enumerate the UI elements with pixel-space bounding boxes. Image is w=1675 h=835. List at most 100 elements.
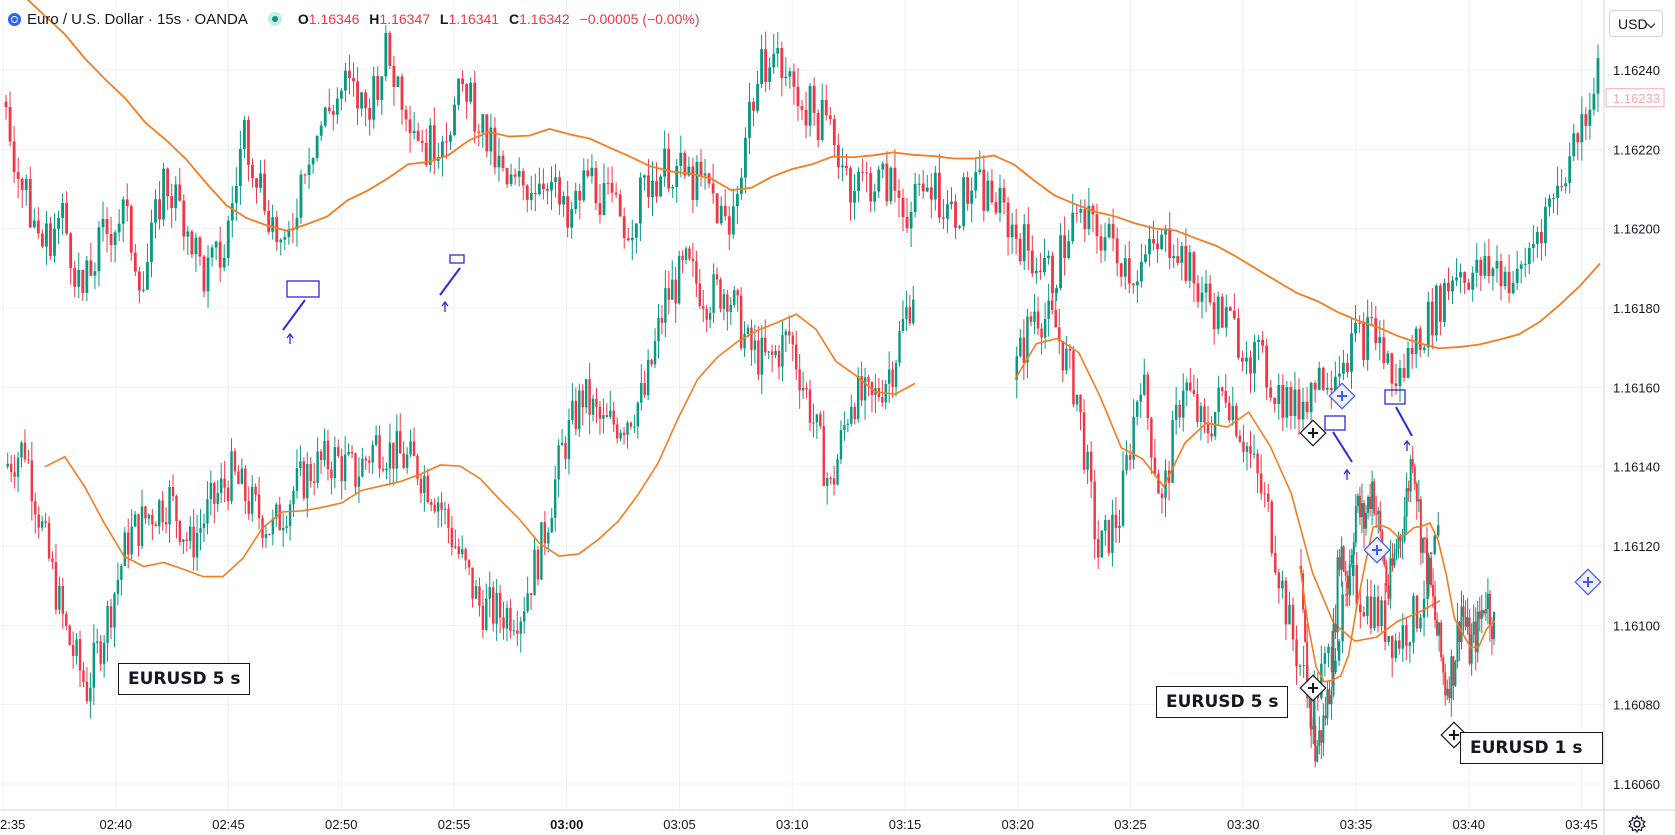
candle xyxy=(1366,578,1369,625)
candle-body xyxy=(37,514,40,528)
candle-body xyxy=(481,605,485,630)
candle xyxy=(497,137,501,182)
candle-body xyxy=(699,161,703,176)
candle xyxy=(1051,251,1054,299)
candle xyxy=(1325,372,1329,395)
candle-body xyxy=(1148,238,1151,255)
candle-body xyxy=(1321,367,1325,390)
candle xyxy=(1389,539,1392,609)
candle-body xyxy=(34,501,37,515)
candle xyxy=(703,158,707,190)
candle xyxy=(445,122,448,159)
candle xyxy=(164,507,168,534)
candle-body xyxy=(695,161,699,200)
candle xyxy=(1413,463,1416,491)
candle xyxy=(1036,296,1040,336)
candle xyxy=(651,161,654,217)
candle-body xyxy=(1383,600,1387,642)
candle-body xyxy=(1519,264,1523,269)
candle xyxy=(1523,247,1527,278)
candle-body xyxy=(1036,311,1040,329)
candle-body xyxy=(129,206,133,253)
candle-body xyxy=(1350,555,1353,564)
candle-body xyxy=(1249,357,1252,374)
candle xyxy=(843,411,846,441)
candle-body xyxy=(502,617,505,629)
candle-body xyxy=(863,377,867,401)
candle-body xyxy=(517,171,521,177)
candle-body xyxy=(1544,206,1547,244)
candle xyxy=(6,452,9,469)
candle xyxy=(1358,486,1361,526)
candle xyxy=(65,611,68,631)
candle xyxy=(1419,614,1422,633)
candle-body xyxy=(764,337,767,353)
candle-body xyxy=(1429,552,1433,554)
candle xyxy=(178,519,182,546)
candle-body xyxy=(712,274,715,313)
gear-icon[interactable] xyxy=(1628,815,1646,833)
candle xyxy=(1386,350,1390,366)
candle-body xyxy=(777,350,781,367)
candle-body xyxy=(1336,557,1339,633)
candle xyxy=(1527,242,1531,275)
candle xyxy=(602,398,605,434)
candle xyxy=(1261,331,1265,353)
candle xyxy=(40,515,44,532)
candle xyxy=(206,245,210,308)
candle-body xyxy=(1330,695,1333,705)
candle xyxy=(467,558,471,576)
candle xyxy=(1351,550,1355,596)
candle-body xyxy=(889,167,893,202)
candle xyxy=(1576,131,1580,161)
candle xyxy=(1212,292,1216,345)
candle xyxy=(1544,197,1547,257)
candle-body xyxy=(1447,282,1450,292)
candle xyxy=(1588,92,1592,140)
candle xyxy=(1548,194,1551,217)
candle xyxy=(34,492,37,534)
candle-body xyxy=(1189,382,1192,391)
candle-body xyxy=(1059,235,1063,289)
candle-body xyxy=(230,203,234,221)
candle xyxy=(727,206,731,251)
symbol-title[interactable]: Euro / U.S. Dollar · 15s · OANDA xyxy=(27,10,248,28)
candle xyxy=(800,99,804,121)
candle xyxy=(705,304,708,333)
candle-body xyxy=(1560,185,1564,187)
candle xyxy=(832,465,836,496)
candle-body xyxy=(543,522,547,544)
candle-body xyxy=(877,169,881,192)
candle-body xyxy=(784,331,788,336)
candle xyxy=(1228,306,1232,311)
candle xyxy=(106,600,109,662)
candle xyxy=(436,142,440,169)
candle xyxy=(695,155,699,207)
candle-body xyxy=(651,180,654,198)
candle xyxy=(667,270,671,315)
candle xyxy=(873,183,877,212)
candle-body xyxy=(798,369,801,391)
candle xyxy=(822,410,825,487)
candle xyxy=(454,529,457,550)
candle xyxy=(481,113,485,148)
candle-body xyxy=(267,210,271,232)
candle xyxy=(1253,334,1256,393)
candle-body xyxy=(57,217,60,229)
candle xyxy=(161,490,164,531)
candle-body xyxy=(1588,109,1592,126)
currency-selector[interactable]: USD xyxy=(1609,10,1663,37)
candle xyxy=(268,533,271,536)
time-tick-label: 03:25 xyxy=(1114,817,1147,832)
candle-body xyxy=(344,70,347,91)
candle-body xyxy=(695,261,698,284)
candle xyxy=(1362,312,1366,368)
globe-icon xyxy=(8,12,21,26)
candle-body xyxy=(768,67,772,83)
candle-body xyxy=(1111,223,1115,239)
candle xyxy=(166,167,170,210)
candle-body xyxy=(498,592,502,618)
candle xyxy=(1479,256,1483,292)
